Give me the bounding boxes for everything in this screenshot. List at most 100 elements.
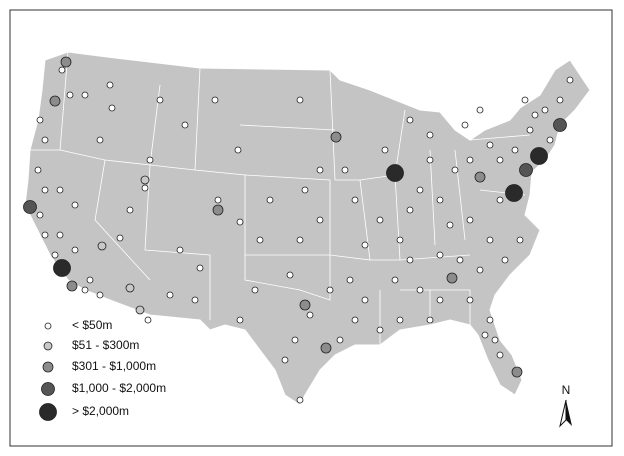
site-marker [51, 251, 59, 259]
site-marker [53, 259, 71, 277]
site-marker [526, 126, 534, 134]
legend-label: $51 - $300m [72, 338, 139, 352]
site-marker [476, 266, 484, 274]
site-marker [396, 236, 404, 244]
site-marker [156, 96, 164, 104]
site-marker [436, 196, 444, 204]
site-marker [97, 241, 107, 251]
site-marker [71, 201, 79, 209]
site-marker [291, 336, 299, 344]
site-marker [71, 246, 79, 254]
legend-symbol [42, 361, 54, 373]
site-marker [466, 296, 474, 304]
legend-symbol [39, 403, 57, 421]
site-marker [140, 175, 150, 185]
site-marker [361, 241, 369, 249]
site-marker [116, 234, 124, 242]
site-marker [125, 283, 135, 293]
site-marker [96, 291, 104, 299]
legend: < $50m $51 - $300m $301 - $1,000m $1,000 - … [39, 318, 166, 421]
site-marker [56, 231, 64, 239]
site-marker [361, 296, 369, 304]
site-marker [214, 196, 222, 204]
site-marker [211, 96, 219, 104]
site-marker [141, 184, 149, 192]
site-marker [446, 272, 458, 284]
site-marker [391, 276, 399, 284]
site-marker [234, 146, 242, 154]
legend-label: < $50m [72, 318, 112, 332]
legend-symbol [43, 341, 53, 351]
site-marker [341, 166, 349, 174]
site-marker [212, 204, 224, 216]
site-marker [521, 96, 529, 104]
site-marker [41, 231, 49, 239]
site-marker [60, 56, 72, 68]
site-marker [36, 116, 44, 124]
site-marker [451, 166, 459, 174]
site-marker [531, 111, 539, 119]
site-marker [251, 286, 259, 294]
site-marker [236, 218, 244, 226]
site-marker [351, 316, 359, 324]
site-marker [530, 147, 548, 165]
site-marker [86, 276, 94, 284]
legend-symbol [41, 382, 55, 396]
site-marker [316, 166, 324, 174]
site-marker [236, 316, 244, 324]
site-marker [58, 66, 66, 74]
site-marker [436, 296, 444, 304]
site-marker [406, 256, 414, 264]
site-marker [296, 96, 304, 104]
site-marker [376, 326, 384, 334]
site-marker [49, 95, 61, 107]
site-marker [553, 118, 567, 132]
site-marker [36, 211, 44, 219]
north-arrow: N [559, 383, 572, 428]
site-marker [34, 166, 42, 174]
site-marker [41, 186, 49, 194]
site-marker [81, 286, 89, 294]
site-marker [474, 171, 486, 183]
site-marker [486, 316, 494, 324]
site-marker [281, 356, 289, 364]
site-marker [108, 104, 116, 112]
site-marker [351, 196, 359, 204]
north-label: N [562, 383, 571, 397]
site-marker [166, 291, 174, 299]
site-marker [306, 311, 314, 319]
site-marker [146, 156, 154, 164]
site-marker [301, 186, 309, 194]
site-marker [516, 236, 524, 244]
site-marker [456, 256, 464, 264]
state-borders [30, 51, 531, 345]
site-marker [346, 276, 354, 284]
site-marker [81, 91, 89, 99]
site-marker [286, 271, 294, 279]
site-marker [496, 196, 504, 204]
site-marker [466, 216, 474, 224]
site-marker [106, 81, 114, 89]
site-marker [426, 316, 434, 324]
site-marker [416, 186, 424, 194]
site-marker [505, 184, 523, 202]
site-marker [96, 136, 104, 144]
site-marker [181, 121, 189, 129]
legend-label: $1,000 - $2,000m [72, 381, 166, 395]
legend-symbol [44, 322, 52, 330]
site-marker [461, 121, 469, 129]
site-marker [491, 336, 499, 344]
site-marker [396, 316, 404, 324]
site-marker [541, 106, 549, 114]
site-marker [511, 366, 523, 378]
site-marker [126, 206, 134, 214]
site-marker [66, 91, 74, 99]
site-marker [486, 141, 494, 149]
site-marker [66, 280, 78, 292]
legend-label: $301 - $1,000m [72, 359, 156, 373]
site-marker [320, 342, 332, 354]
site-marker [426, 131, 434, 139]
site-marker [266, 196, 274, 204]
site-marker [330, 131, 342, 143]
